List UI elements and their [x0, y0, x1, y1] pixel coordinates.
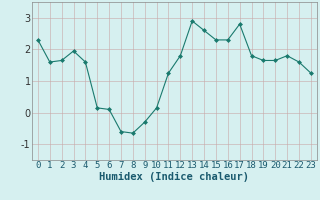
X-axis label: Humidex (Indice chaleur): Humidex (Indice chaleur) [100, 172, 249, 182]
